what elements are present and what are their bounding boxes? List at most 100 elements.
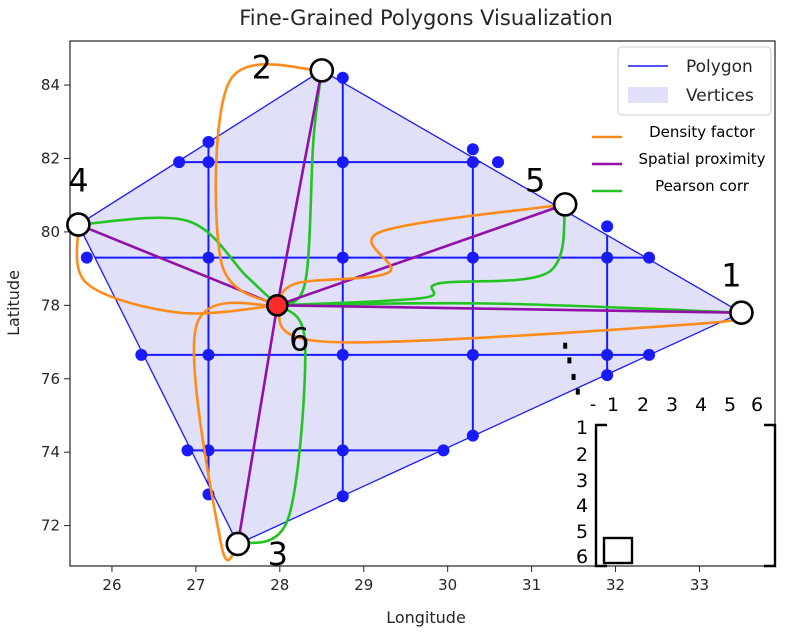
grid-point [601, 220, 614, 233]
y-tick-label: 76 [41, 370, 60, 388]
x-tick-label: 28 [270, 576, 289, 594]
matrix-row-label: 3 [576, 470, 588, 492]
vertex-marker [729, 300, 754, 325]
vertex-marker [66, 212, 91, 237]
vertex-label: 2 [252, 48, 272, 86]
matrix-dash-label: - [590, 394, 597, 415]
grid-point [336, 348, 349, 361]
vertex-label: 4 [68, 162, 88, 200]
x-tick-label: 27 [186, 576, 205, 594]
vertex-label: 3 [268, 535, 288, 573]
density-curve [276, 203, 567, 307]
pearson-curve [236, 304, 307, 546]
vertex-marker [309, 58, 335, 83]
matrix-row-label: 1 [576, 417, 588, 439]
pearson-curve [276, 203, 567, 307]
x-tick-label: 30 [438, 576, 457, 594]
grid-point [601, 251, 614, 264]
spatial-line [276, 203, 567, 307]
matrix-col-label: 2 [637, 394, 649, 416]
grid-point [601, 369, 614, 382]
matrix-col-label: 3 [666, 394, 678, 416]
grid-point [336, 251, 349, 264]
grid-point [643, 348, 656, 361]
grid-point [336, 444, 349, 457]
grid-point [466, 251, 479, 264]
center-marker [266, 294, 289, 317]
y-tick-label: 84 [41, 76, 60, 94]
matrix-trail-dot [563, 342, 568, 349]
grid-point [336, 71, 349, 84]
spatial-line [276, 304, 743, 314]
matrix-col-label: 4 [695, 394, 707, 416]
grid-point [492, 156, 505, 169]
matrix-col-label: 1 [607, 394, 619, 416]
legend2-label: Density factor [649, 123, 756, 141]
grid-point [466, 156, 479, 169]
grid-point [601, 348, 614, 361]
x-tick-label: 26 [102, 576, 121, 594]
grid-point [173, 156, 186, 169]
vertex-label: 1 [721, 257, 741, 295]
vertex-marker [552, 192, 578, 217]
legend-swatch-patch [628, 87, 668, 103]
x-axis-label: Longitude [386, 608, 466, 627]
pearson-curve [77, 216, 279, 307]
grid-point [336, 156, 349, 169]
grid-point [202, 251, 215, 264]
matrix-trail-dot [571, 373, 576, 380]
x-tick-label: 29 [354, 576, 373, 594]
density-curve [192, 301, 279, 562]
y-tick-label: 80 [41, 223, 60, 241]
matrix-col-label: 5 [724, 394, 736, 416]
y-tick-label: 82 [41, 149, 60, 167]
matrix-highlight-cell [602, 536, 634, 565]
spatial-line [236, 304, 279, 546]
legend: Polygon Vertices [617, 46, 772, 116]
x-tick-label: 33 [690, 576, 709, 594]
grid-point [135, 348, 148, 361]
matrix-trail-dot [567, 357, 572, 364]
legend2-label: Spatial proximity [638, 150, 765, 168]
y-tick-label: 78 [41, 296, 60, 314]
grid-point [437, 444, 450, 457]
matrix-row-label: 4 [576, 495, 588, 517]
matrix-bracket-left [594, 423, 607, 568]
spatial-line [276, 69, 324, 307]
matrix-row-label: 6 [576, 546, 588, 568]
grid-point [202, 135, 215, 148]
matrix-bracket-right [764, 423, 777, 568]
vertex-marker [225, 531, 251, 557]
grid-point [336, 490, 349, 503]
y-tick-label: 72 [41, 517, 60, 535]
x-tick-label: 32 [606, 576, 625, 594]
legend-label: Polygon [686, 57, 753, 77]
vertex-label: 5 [525, 161, 545, 199]
grid-point [80, 251, 93, 264]
grid-point [202, 348, 215, 361]
grid-point [202, 156, 215, 169]
grid-point [466, 429, 479, 442]
y-tick-label: 74 [41, 443, 60, 461]
x-tick-label: 31 [522, 576, 541, 594]
matrix-row-label: 2 [576, 444, 588, 466]
chart-title: Fine-Grained Polygons Visualization [239, 6, 613, 30]
matrix-col-label: 6 [751, 394, 763, 416]
grid-point [466, 348, 479, 361]
center-label: 6 [289, 320, 309, 358]
pearson-curve [276, 69, 324, 307]
legend-secondary: Density factor Spatial proximity Pearson c… [592, 123, 766, 195]
matrix-trail-dot [575, 388, 580, 395]
legend2-label: Pearson corr [655, 177, 750, 195]
y-axis-label: Latitude [4, 270, 23, 336]
density-curve [75, 223, 279, 315]
grid-point [643, 251, 656, 264]
density-curve [214, 63, 324, 307]
legend-label: Vertices [686, 86, 754, 106]
grid-point [466, 143, 479, 156]
grid-point [181, 444, 194, 457]
matrix-row-label: 5 [576, 521, 588, 543]
